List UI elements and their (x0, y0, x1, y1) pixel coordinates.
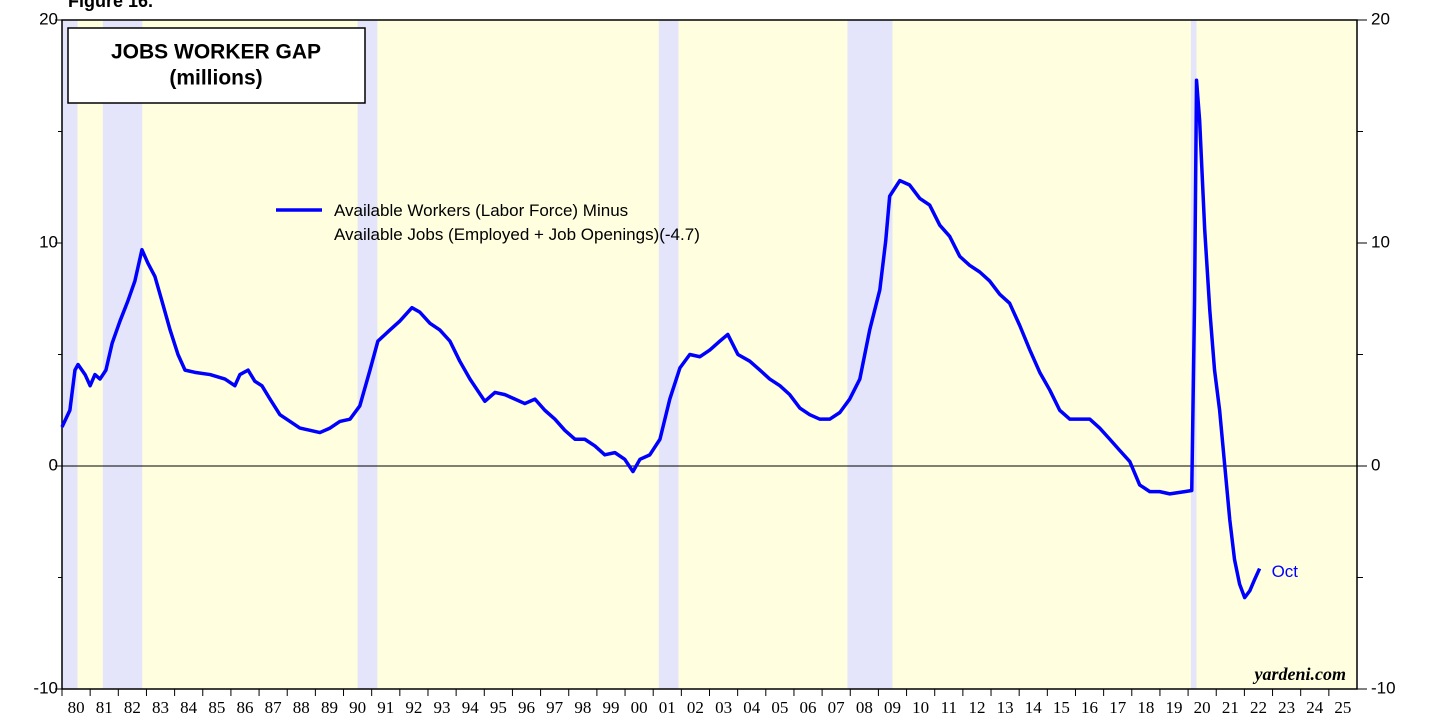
x-tick-label: 15 (1053, 698, 1070, 717)
y-tick-label: 10 (39, 232, 58, 251)
recession-band (357, 20, 378, 689)
y-tick-label: 0 (49, 455, 58, 474)
end-label: Oct (1272, 562, 1299, 581)
x-tick-label: 16 (1081, 698, 1098, 717)
y2-tick-label: 20 (1371, 9, 1390, 28)
x-tick-label: 14 (1025, 698, 1043, 717)
x-tick-label: 90 (349, 698, 366, 717)
x-tick-label: 02 (687, 698, 704, 717)
x-tick-label: 88 (293, 698, 310, 717)
x-tick-label: 98 (574, 698, 591, 717)
x-tick-label: 92 (405, 698, 422, 717)
plot-background (62, 20, 1357, 689)
x-tick-label: 01 (659, 698, 676, 717)
x-tick-label: 85 (208, 698, 225, 717)
x-tick-label: 17 (1109, 698, 1127, 717)
x-tick-label: 18 (1137, 698, 1154, 717)
chart-title: JOBS WORKER GAP (111, 41, 321, 64)
figure-header: Figure 16. (68, 0, 153, 11)
x-tick-label: 99 (602, 698, 619, 717)
x-tick-label: 07 (828, 698, 846, 717)
chart-subtitle: (millions) (169, 67, 262, 90)
x-tick-label: 19 (1166, 698, 1183, 717)
x-tick-label: 12 (968, 698, 985, 717)
x-tick-label: 03 (715, 698, 732, 717)
x-tick-label: 21 (1222, 698, 1239, 717)
x-tick-label: 94 (462, 698, 480, 717)
x-tick-label: 93 (434, 698, 451, 717)
x-tick-label: 23 (1278, 698, 1295, 717)
x-tick-label: 84 (180, 698, 198, 717)
x-tick-label: 95 (490, 698, 507, 717)
x-tick-label: 83 (152, 698, 169, 717)
x-tick-label: 97 (546, 698, 564, 717)
x-tick-label: 96 (518, 698, 535, 717)
x-tick-label: 86 (236, 698, 253, 717)
x-tick-label: 81 (96, 698, 113, 717)
title-box (67, 27, 366, 104)
recession-band (847, 20, 893, 689)
x-tick-label: 20 (1194, 698, 1211, 717)
x-tick-label: 06 (800, 698, 817, 717)
x-tick-label: 89 (321, 698, 338, 717)
y2-tick-label: 0 (1371, 455, 1380, 474)
x-tick-label: 10 (912, 698, 929, 717)
x-tick-label: 91 (377, 698, 394, 717)
x-tick-label: 00 (631, 698, 648, 717)
x-tick-label: 04 (743, 698, 761, 717)
legend-label: Available Workers (Labor Force) Minus Ava… (334, 201, 700, 244)
x-tick-label: 87 (265, 698, 283, 717)
x-tick-label: 82 (124, 698, 141, 717)
y-tick-label: 20 (39, 9, 58, 28)
y2-tick-label: -10 (1371, 678, 1396, 697)
x-tick-label: 09 (884, 698, 901, 717)
x-tick-label: 24 (1306, 698, 1324, 717)
source-label: yardeni.com (1253, 664, 1347, 684)
y2-tick-label: 10 (1371, 232, 1390, 251)
x-tick-label: 13 (997, 698, 1014, 717)
x-tick-label: 25 (1334, 698, 1351, 717)
recession-band (658, 20, 679, 689)
x-tick-label: 08 (856, 698, 873, 717)
x-tick-label: 11 (941, 698, 957, 717)
recession-band (62, 20, 78, 689)
y-tick-label: -10 (33, 678, 58, 697)
x-tick-label: 05 (771, 698, 788, 717)
x-tick-label: 22 (1250, 698, 1267, 717)
series-line (60, 78, 1262, 600)
plot-frame (61, 19, 1358, 690)
x-tick-label: 80 (68, 698, 85, 717)
